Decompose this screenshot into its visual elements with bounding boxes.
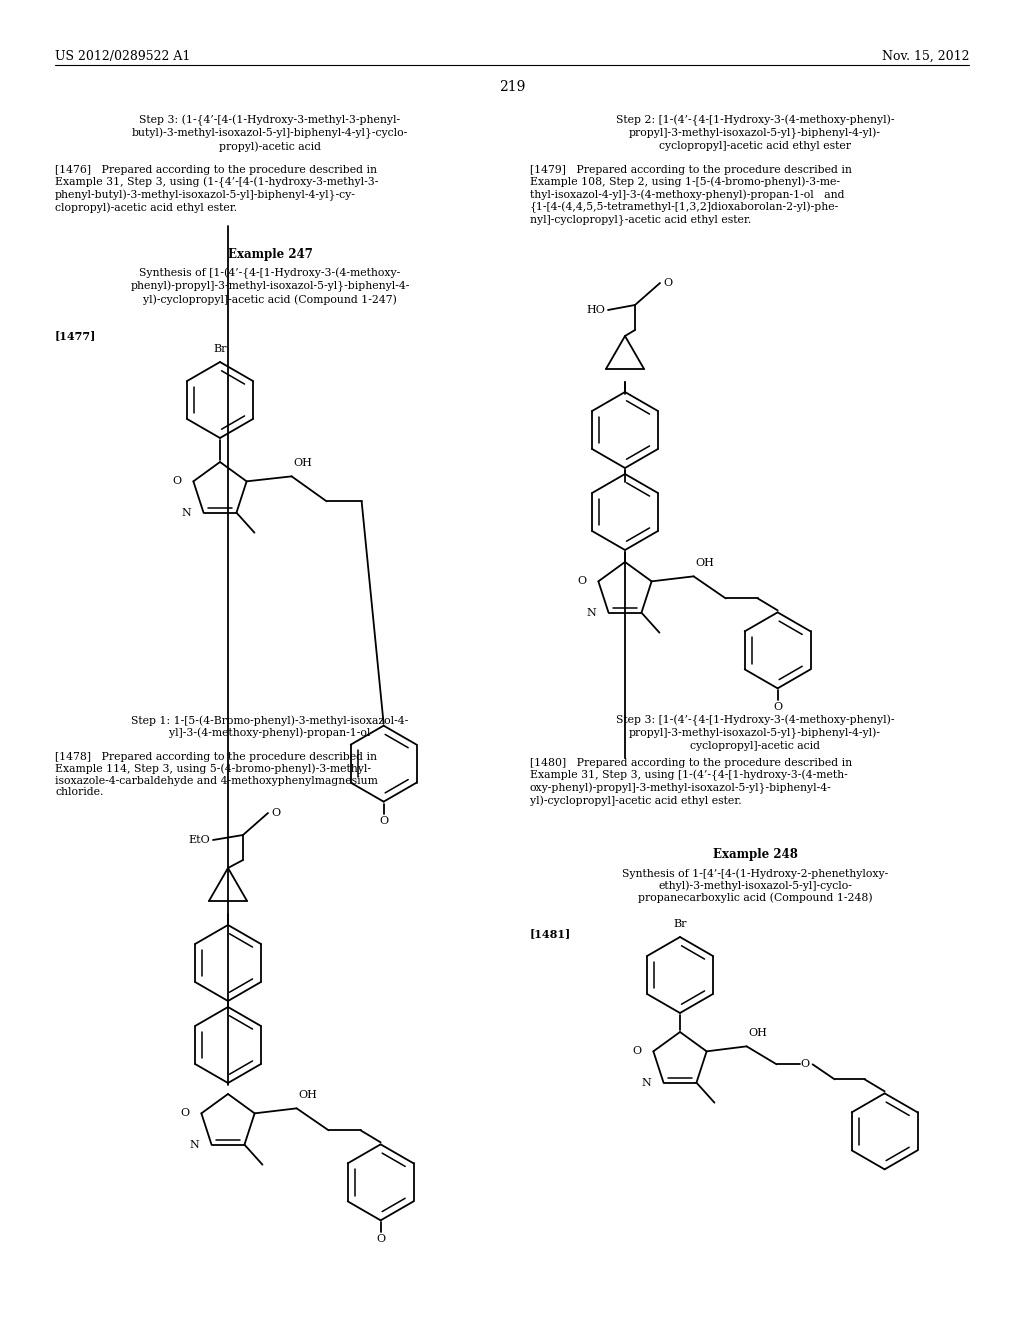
Text: OH: OH	[294, 458, 312, 469]
Text: OH: OH	[695, 558, 715, 569]
Text: [1476]   Prepared according to the procedure described in
Example 31, Step 3, us: [1476] Prepared according to the procedu…	[55, 165, 379, 214]
Text: O: O	[376, 1234, 385, 1245]
Text: N: N	[189, 1139, 200, 1150]
Text: Synthesis of [1-(4’-{4-[1-Hydroxy-3-(4-methoxy-
phenyl)-propyl]-3-methyl-isoxazo: Synthesis of [1-(4’-{4-[1-Hydroxy-3-(4-m…	[130, 268, 410, 305]
Text: EtO: EtO	[188, 836, 210, 845]
Text: N: N	[642, 1077, 651, 1088]
Text: [1478]   Prepared according to the procedure described in
Example 114, Step 3, u: [1478] Prepared according to the procedu…	[55, 752, 378, 797]
Text: US 2012/0289522 A1: US 2012/0289522 A1	[55, 50, 190, 63]
Text: Step 3: (1-{4’-[4-(1-Hydroxy-3-methyl-3-phenyl-
butyl)-3-methyl-isoxazol-5-yl]-b: Step 3: (1-{4’-[4-(1-Hydroxy-3-methyl-3-…	[132, 115, 409, 152]
Text: [1481]: [1481]	[530, 928, 571, 939]
Text: N: N	[182, 508, 191, 517]
Text: O: O	[172, 477, 181, 486]
Text: Nov. 15, 2012: Nov. 15, 2012	[882, 50, 969, 63]
Text: Step 3: [1-(4’-{4-[1-Hydroxy-3-(4-methoxy-phenyl)-
propyl]-3-methyl-isoxazol-5-y: Step 3: [1-(4’-{4-[1-Hydroxy-3-(4-methox…	[615, 715, 894, 751]
Text: Br: Br	[213, 345, 226, 354]
Text: [1480]   Prepared according to the procedure described in
Example 31, Step 3, us: [1480] Prepared according to the procedu…	[530, 758, 852, 807]
Text: [1477]: [1477]	[55, 330, 96, 341]
Text: Step 1: 1-[5-(4-Bromo-phenyl)-3-methyl-isoxazol-4-
yl]-3-(4-methoxy-phenyl)-prop: Step 1: 1-[5-(4-Bromo-phenyl)-3-methyl-i…	[131, 715, 409, 738]
Text: O: O	[180, 1109, 189, 1118]
Text: 219: 219	[499, 81, 525, 94]
Text: O: O	[379, 816, 388, 825]
Text: OH: OH	[299, 1090, 317, 1101]
Text: Example 248: Example 248	[713, 847, 798, 861]
Text: OH: OH	[749, 1028, 768, 1039]
Text: Example 247: Example 247	[227, 248, 312, 261]
Text: O: O	[271, 808, 281, 818]
Text: Synthesis of 1-[4’-[4-(1-Hydroxy-2-phenethyloxy-
ethyl)-3-methyl-isoxazol-5-yl]-: Synthesis of 1-[4’-[4-(1-Hydroxy-2-phene…	[622, 869, 888, 903]
Text: O: O	[632, 1047, 641, 1056]
Text: O: O	[800, 1060, 809, 1069]
Text: O: O	[663, 279, 672, 288]
Text: O: O	[773, 702, 782, 713]
Text: HO: HO	[586, 305, 605, 315]
Text: N: N	[587, 607, 597, 618]
Text: Br: Br	[673, 919, 687, 929]
Text: O: O	[578, 577, 587, 586]
Text: Step 2: [1-(4’-{4-[1-Hydroxy-3-(4-methoxy-phenyl)-
propyl]-3-methyl-isoxazol-5-y: Step 2: [1-(4’-{4-[1-Hydroxy-3-(4-methox…	[615, 115, 894, 150]
Text: [1479]   Prepared according to the procedure described in
Example 108, Step 2, u: [1479] Prepared according to the procedu…	[530, 165, 852, 224]
